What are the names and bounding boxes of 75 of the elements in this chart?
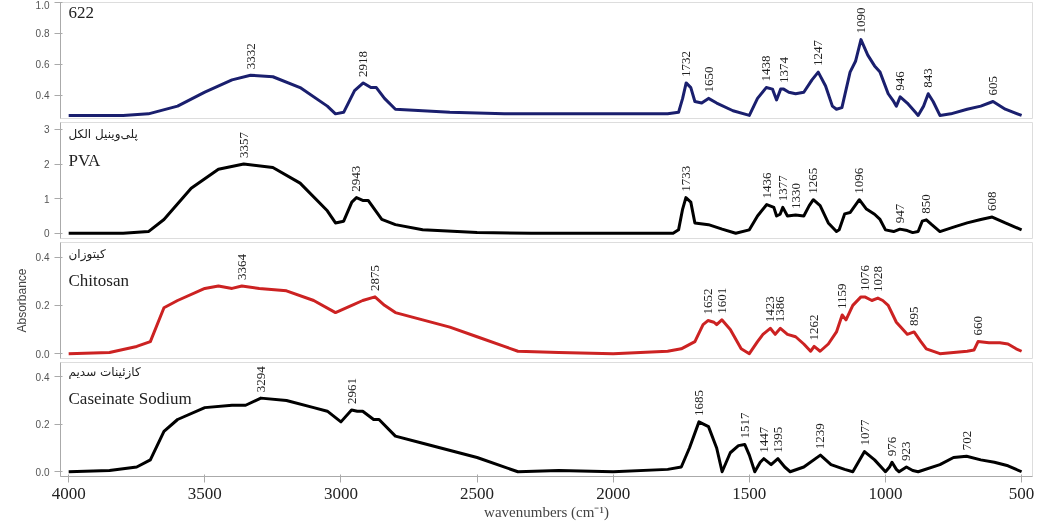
annotation: 1517 <box>736 411 752 439</box>
annotation: کیتوزان <box>68 246 106 262</box>
annotation: 843 <box>920 68 936 88</box>
annotation: 1601 <box>713 287 729 314</box>
x-tick-label: 1500 <box>732 483 767 503</box>
annotation: 1077 <box>856 419 872 446</box>
text: Chitosan <box>68 270 130 290</box>
annotation: 3364 <box>233 253 249 280</box>
annotation: 3357 <box>235 131 251 159</box>
annotation: 608 <box>984 191 1000 212</box>
x-axis-title: wavenumbers (cm⁻¹) <box>484 503 609 521</box>
annotation: 1733 <box>677 165 693 192</box>
x-tick-label: 2500 <box>460 483 495 503</box>
y-tick-label: 3 <box>43 124 50 136</box>
text: PVA <box>68 150 102 170</box>
annotation: 1438 <box>758 55 774 82</box>
annotation: پلی‌وینیل الکل <box>68 126 138 142</box>
annotation: 2961 <box>343 378 359 404</box>
annotation: 946 <box>892 70 908 91</box>
annotation: 1374 <box>775 56 791 84</box>
annotation: 605 <box>985 75 1001 96</box>
y-axis-title: Absorbance <box>14 268 29 333</box>
y-tick-label: 0.4 <box>35 90 50 102</box>
annotation: 1330 <box>787 182 803 209</box>
annotation: 976 <box>884 436 900 457</box>
annotation: 1685 <box>690 389 706 416</box>
annotation: 1436 <box>758 172 774 199</box>
annotation: 947 <box>891 203 907 224</box>
annotation: 2875 <box>366 264 382 291</box>
annotation: 1239 <box>812 423 828 450</box>
annotation: 1028 <box>869 266 885 293</box>
x-tick-label: 3000 <box>323 483 358 503</box>
annotation: کازئینات سدیم <box>68 364 141 380</box>
annotation: 1395 <box>769 426 785 453</box>
annotation: 1377 <box>774 174 790 202</box>
annotation: 895 <box>906 306 922 326</box>
y-tick-label: 1.0 <box>35 0 50 11</box>
annotation: 1732 <box>678 50 694 77</box>
annotation: 1262 <box>806 314 822 341</box>
annotation: 923 <box>898 441 914 461</box>
y-tick-label: 0.0 <box>35 466 50 478</box>
annotation: 1650 <box>700 66 716 93</box>
annotation: 1247 <box>810 39 826 67</box>
x-tick-label: 2000 <box>596 483 631 503</box>
annotation: 1265 <box>805 167 821 194</box>
annotation: 1096 <box>851 167 867 194</box>
annotation: 1090 <box>852 7 868 34</box>
annotation: 2943 <box>348 165 364 192</box>
y-tick-label: 0.6 <box>35 59 50 71</box>
annotation: 1159 <box>834 283 850 309</box>
y-tick-label: 0.0 <box>35 348 50 360</box>
annotation: 660 <box>970 316 986 336</box>
line-series <box>67 38 1024 117</box>
annotation: 3294 <box>252 365 268 393</box>
annotation: 850 <box>918 194 934 214</box>
annotation: 1447 <box>755 426 771 453</box>
y-tick-label: 0.4 <box>35 252 50 263</box>
y-tick-label: 2 <box>43 159 50 171</box>
annotation: 702 <box>958 430 974 451</box>
y-tick-label: 0.8 <box>35 28 50 40</box>
annotation: 1076 <box>856 264 872 291</box>
x-tick-label: 4000 <box>51 483 86 503</box>
text: 622 <box>68 2 94 22</box>
x-tick-label: 3500 <box>187 483 222 503</box>
y-tick-label: 0.2 <box>35 419 50 431</box>
y-tick-label: 0.4 <box>35 371 50 383</box>
x-tick-label: 500 <box>1008 483 1035 503</box>
annotation: 2918 <box>355 50 371 77</box>
y-tick-label: 0 <box>43 228 50 240</box>
annotation: 3332 <box>242 43 258 70</box>
y-tick-label: 1 <box>43 193 50 205</box>
x-tick-label: 1000 <box>868 483 903 503</box>
annotation: 1652 <box>699 288 715 315</box>
y-tick-label: 0.2 <box>35 300 50 312</box>
series-label: Caseinate Sodium <box>68 388 192 408</box>
